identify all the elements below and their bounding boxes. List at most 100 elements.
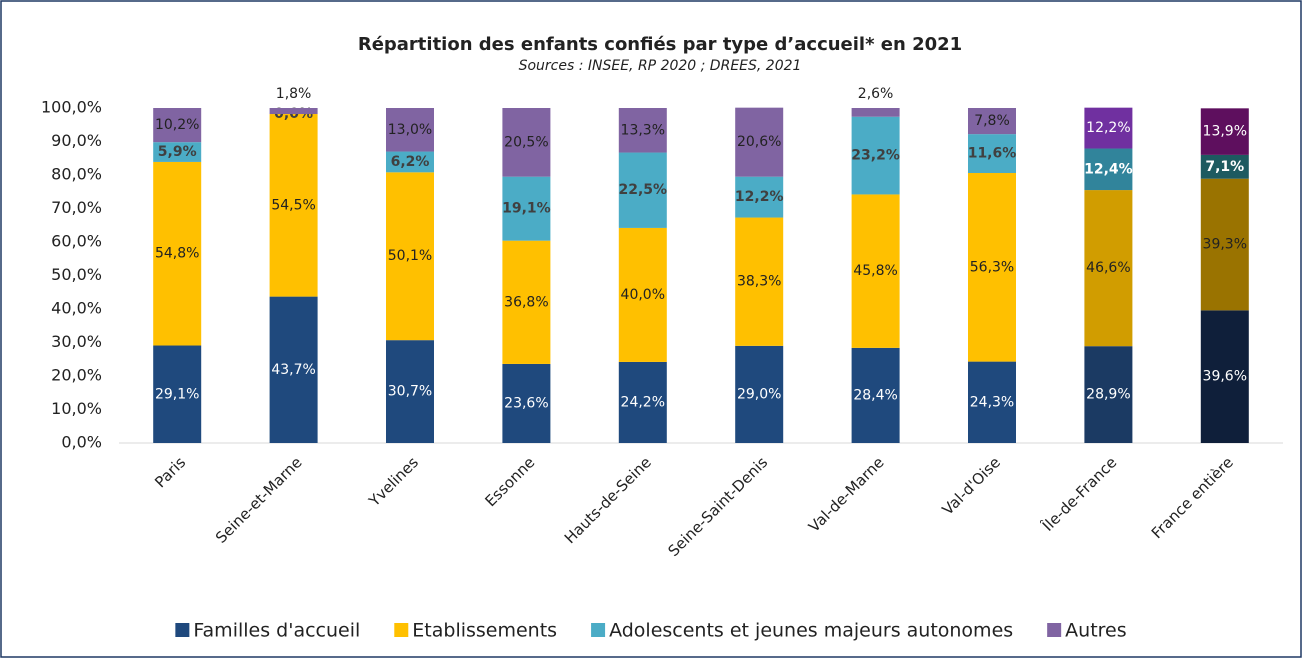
value-label: 39,3% [1203,237,1247,253]
value-label: 50,1% [388,248,432,264]
bar-segment [386,172,434,341]
bar-segment [153,345,202,443]
y-tick-label: 60,0% [51,232,102,251]
y-tick-label: 10,0% [51,399,102,418]
bar-segment [618,152,667,228]
value-label: 12,2% [1086,120,1130,136]
legend-swatch [591,623,606,637]
value-label: 23,6% [504,395,548,411]
value-label: 7,8% [974,113,1010,129]
bar-segment [502,176,551,241]
legend-label: Familles d'accueil [193,620,360,642]
bar-segment [1084,148,1133,191]
bar-segment [269,296,318,443]
value-label: 29,1% [155,386,199,402]
chart-title: Répartition des enfants confiés par type… [358,34,962,55]
value-label: 13,0% [388,122,432,138]
value-label: 12,2% [735,189,784,205]
bar-segment [968,172,1016,362]
bar-segment [735,345,784,443]
value-label: 20,6% [737,134,781,150]
y-tick-label: 90,0% [51,131,102,150]
value-label: 39,6% [1203,369,1247,385]
value-label: 11,6% [968,146,1017,162]
value-label: 10,2% [155,117,199,133]
value-label: 54,8% [155,246,199,262]
value-label: 2,6% [858,86,894,102]
bar-segment [1084,107,1133,149]
value-label: 28,4% [853,387,897,403]
value-label: 20,5% [504,134,548,150]
legend-label: Autres [1065,620,1126,642]
bar-segment [1200,178,1249,311]
value-label: 24,3% [970,394,1014,410]
bar-segment [269,108,318,115]
y-tick-label: 30,0% [51,332,102,351]
value-label: 40,0% [621,287,665,303]
value-label: 13,9% [1203,124,1247,140]
value-label: 45,8% [853,263,897,279]
bar-segment [502,240,551,364]
bar-segment [851,108,900,117]
legend-swatch [175,623,190,637]
bar-segment [618,108,667,153]
bar-segment [153,142,202,162]
value-label: 30,7% [388,384,432,400]
y-tick-label: 50,0% [51,265,102,284]
y-tick-label: 20,0% [51,366,102,385]
bar-segment [851,347,900,443]
bar-segment [502,108,551,177]
bar-segment [153,161,202,346]
value-label: 22,5% [619,182,668,198]
bar-segment [968,361,1016,443]
y-tick-label: 70,0% [51,198,102,217]
bar-segment [386,108,434,152]
bar-segment [502,363,551,443]
value-label: 38,3% [737,274,781,290]
bar-segment [851,116,900,195]
value-label: 19,1% [502,201,551,217]
value-label: 12,4% [1084,161,1133,177]
bar-segment [735,217,784,346]
value-label: 54,5% [271,197,315,213]
y-tick-label: 80,0% [51,165,102,184]
value-label: 5,9% [158,144,197,160]
value-label: 36,8% [504,294,548,310]
value-label: 43,7% [271,362,315,378]
value-label: 1,8% [276,86,312,102]
value-label: 46,6% [1086,260,1130,276]
bar-segment [618,227,667,362]
bar-segment [618,361,667,443]
legend-label: Etablissements [412,620,557,642]
legend-swatch [394,623,409,637]
bar-segment [735,107,784,177]
bar-segment [386,340,434,443]
bar-segment [269,114,318,297]
y-tick-label: 100,0% [41,98,102,117]
value-label: 24,2% [621,394,665,410]
value-label: 13,3% [621,122,665,138]
value-label: 56,3% [970,259,1014,275]
bar-segment [386,151,434,173]
legend-label: Adolescents et jeunes majeurs autonomes [609,620,1013,642]
value-label: 6,2% [391,154,430,170]
bar-segment [968,134,1016,173]
bar-segment [1200,108,1249,155]
value-label: 23,2% [851,148,900,164]
bar-segment [1200,154,1249,179]
bar-segment [735,176,784,218]
bar-segment [968,108,1016,135]
value-label: 29,0% [737,386,781,402]
value-label: 7,1% [1205,159,1244,175]
y-tick-label: 0,0% [61,433,102,452]
bar-segment [1084,346,1133,443]
legend-swatch [1047,623,1062,637]
chart-subtitle: Sources : INSEE, RP 2020 ; DREES, 2021 [519,58,802,74]
bar-segment [1200,310,1249,443]
bar-segment [851,194,900,348]
y-tick-label: 40,0% [51,299,102,318]
bar-segment [1084,190,1133,347]
bar-segment [153,108,202,143]
value-label: 28,9% [1086,387,1130,403]
